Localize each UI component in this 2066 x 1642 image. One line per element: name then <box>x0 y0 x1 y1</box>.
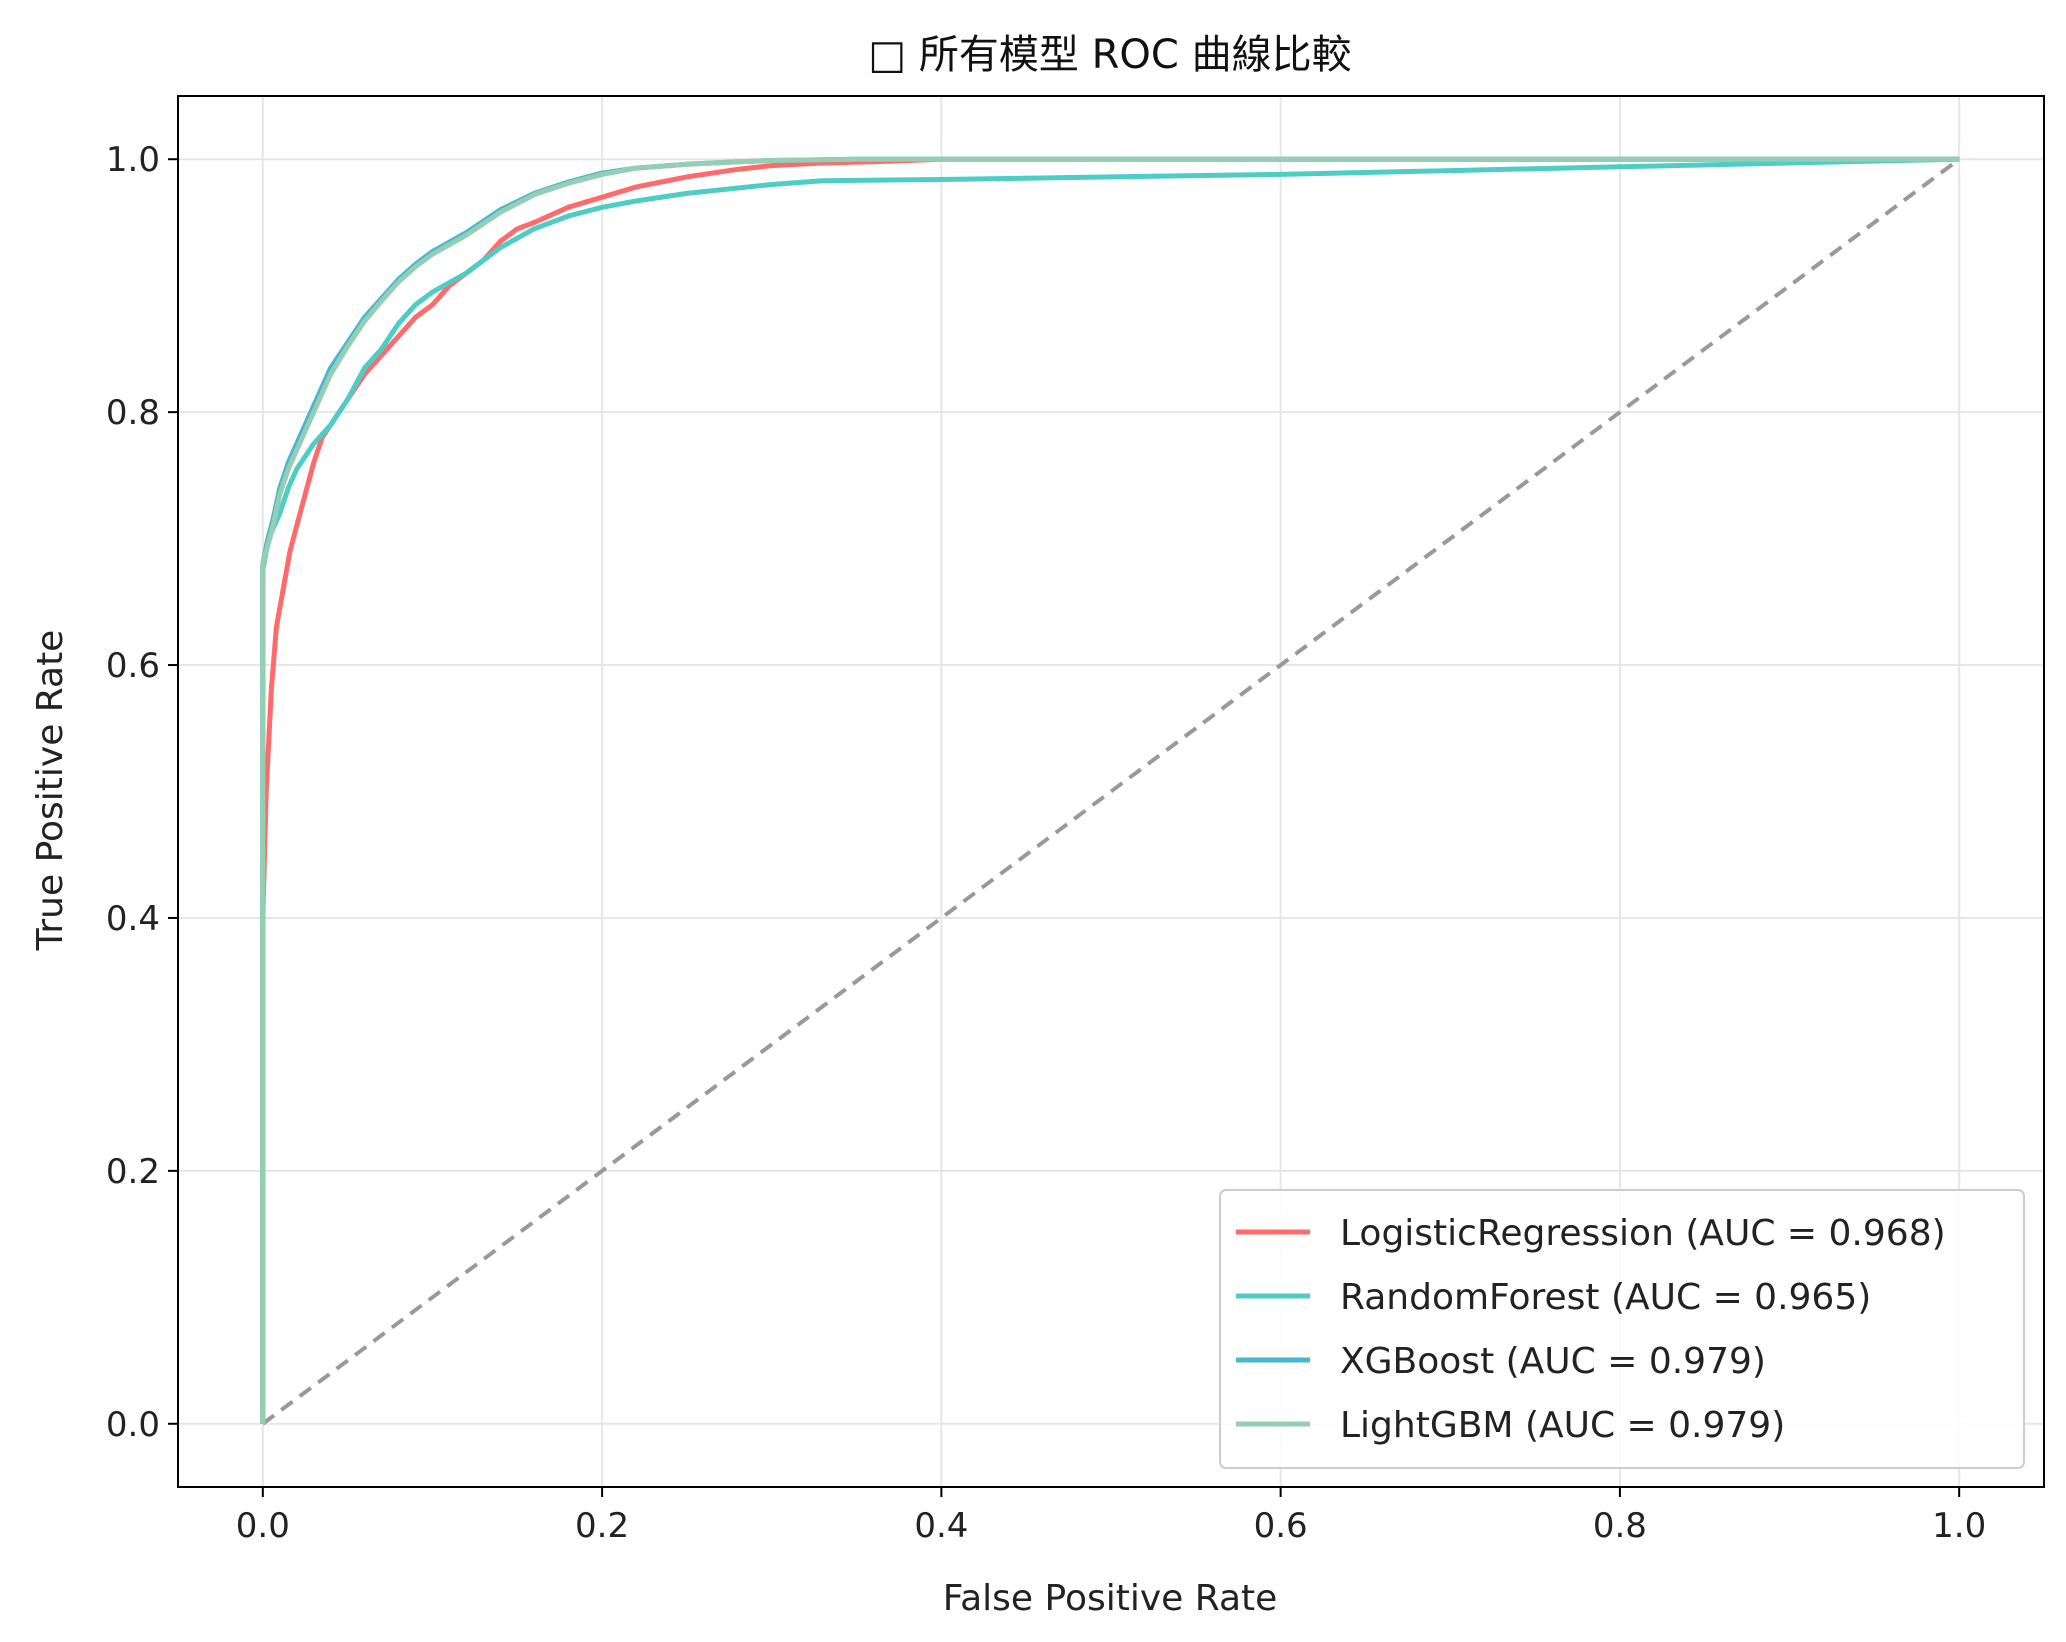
x-tick-label: 0.8 <box>1593 1506 1647 1546</box>
x-tick-label: 1.0 <box>1932 1506 1986 1546</box>
series-line-3 <box>260 156 1960 1424</box>
x-tick-label: 0.2 <box>575 1506 629 1546</box>
reference-diagonal <box>261 157 1961 1426</box>
plot-frame <box>177 95 2045 1488</box>
series-line-0 <box>260 156 1960 1424</box>
series-lines <box>260 156 1960 1424</box>
random-classifier-line <box>261 157 1961 1426</box>
y-tick-label: 0.4 <box>106 899 160 939</box>
y-tick-label: 1.0 <box>106 140 160 180</box>
legend-entry: XGBoost (AUC = 0.979) <box>1340 1341 1766 1382</box>
x-tick-label: 0.0 <box>236 1506 290 1546</box>
x-tick-label: 0.6 <box>1254 1506 1308 1546</box>
series-line-1 <box>260 156 1960 1424</box>
y-tick-label: 0.8 <box>106 393 160 433</box>
y-axis-label: True Positive Rate <box>30 630 71 952</box>
x-tick-label: 0.4 <box>914 1506 968 1546</box>
legend-entry: LightGBM (AUC = 0.979) <box>1340 1405 1785 1446</box>
chart-title: □ 所有模型 ROC 曲線比較 <box>868 32 1351 78</box>
legend-entry: RandomForest (AUC = 0.965) <box>1340 1277 1871 1318</box>
y-tick-label: 0.0 <box>106 1405 160 1445</box>
y-tick-label: 0.2 <box>106 1152 160 1192</box>
legend-box <box>1219 1189 2025 1469</box>
x-axis-label: False Positive Rate <box>943 1578 1278 1619</box>
y-axis-ticks: 0.0 0.2 0.4 0.6 0.8 1.0 <box>106 140 178 1445</box>
legend: LogisticRegression (AUC = 0.968) RandomFo… <box>1219 1189 2025 1469</box>
legend-entry: LogisticRegression (AUC = 0.968) <box>1340 1213 1946 1254</box>
x-axis-ticks: 0.0 0.2 0.4 0.6 0.8 1.0 <box>236 1487 1986 1546</box>
y-tick-label: 0.6 <box>106 646 160 686</box>
